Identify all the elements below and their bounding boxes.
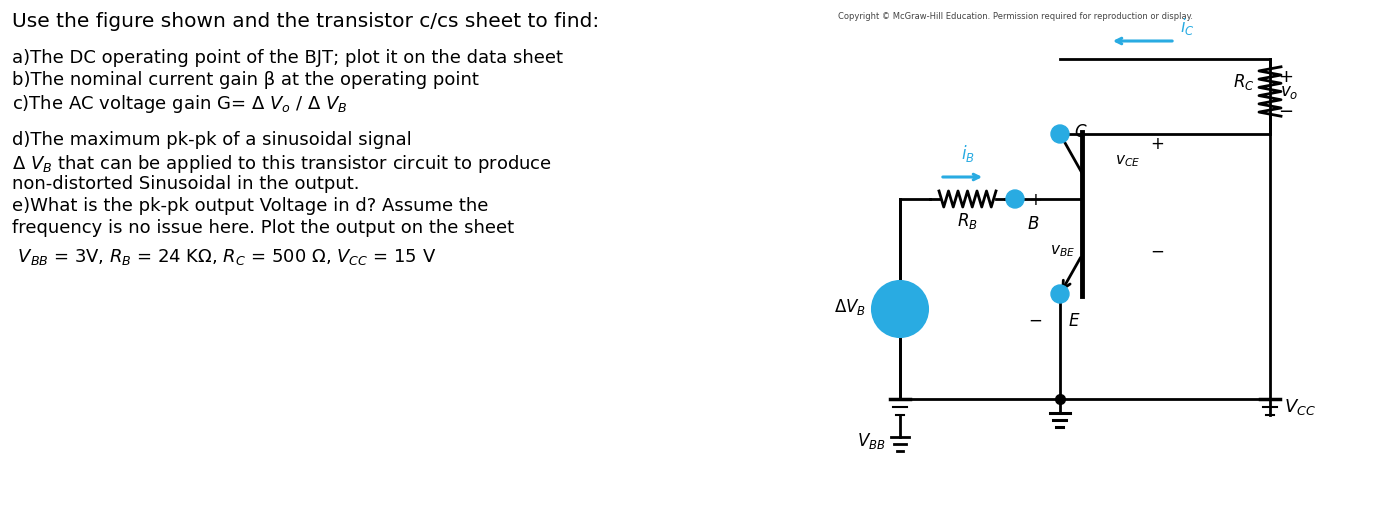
Text: a)The DC operating point of the BJT; plot it on the data sheet: a)The DC operating point of the BJT; plo… [13,49,563,67]
Text: Use the figure shown and the transistor c/cs sheet to find:: Use the figure shown and the transistor … [13,12,600,31]
Text: +: + [1150,135,1164,153]
Text: +: + [1278,68,1294,86]
Text: $R_B$: $R_B$ [957,211,978,231]
Text: $C$: $C$ [1074,123,1088,141]
Text: b)The nominal current gain β at the operating point: b)The nominal current gain β at the oper… [13,71,479,89]
Text: $V_{CC}$: $V_{CC}$ [1284,397,1316,417]
Text: non-distorted Sinusoidal in the output.: non-distorted Sinusoidal in the output. [13,175,359,193]
Text: $v_{BE}$: $v_{BE}$ [1050,244,1075,260]
Text: $\Delta V_B$: $\Delta V_B$ [835,297,867,317]
Text: $B$: $B$ [1027,215,1039,233]
Text: frequency is no issue here. Plot the output on the sheet: frequency is no issue here. Plot the out… [13,219,515,237]
Circle shape [872,281,928,337]
Circle shape [1052,125,1070,143]
Text: ~: ~ [893,306,907,324]
Text: Δ $V_B$ that can be applied to this transistor circuit to produce: Δ $V_B$ that can be applied to this tran… [13,153,552,175]
Text: $i_B$: $i_B$ [961,143,975,164]
Text: c)The AC voltage gain G= Δ $V_o$ / Δ $V_B$: c)The AC voltage gain G= Δ $V_o$ / Δ $V_… [13,93,348,115]
Text: $v_o$: $v_o$ [1280,82,1298,100]
Text: −: − [1278,103,1294,121]
Text: e)What is the pk-pk output Voltage in d? Assume the: e)What is the pk-pk output Voltage in d?… [13,197,488,215]
Circle shape [1052,285,1070,303]
Text: Copyright © McGraw-Hill Education. Permission required for reproduction or displ: Copyright © McGraw-Hill Education. Permi… [837,12,1193,21]
Text: $V_{BB}$ = 3V, $R_B$ = 24 KΩ, $R_C$ = 500 Ω, $V_{CC}$ = 15 V: $V_{BB}$ = 3V, $R_B$ = 24 KΩ, $R_C$ = 50… [13,247,437,267]
Text: −: − [1029,312,1047,330]
Text: −: − [1150,242,1164,261]
Text: $v_{CE}$: $v_{CE}$ [1116,154,1141,169]
Text: +: + [1028,191,1042,209]
Text: +: + [893,295,907,309]
Text: $R_C$: $R_C$ [1234,71,1255,92]
Text: d)The maximum pk-pk of a sinusoidal signal: d)The maximum pk-pk of a sinusoidal sign… [13,131,412,149]
Circle shape [1006,190,1024,208]
Text: $i_C$: $i_C$ [1180,16,1195,37]
Text: $V_{BB}$: $V_{BB}$ [857,431,886,451]
Text: $E$: $E$ [1068,312,1081,330]
